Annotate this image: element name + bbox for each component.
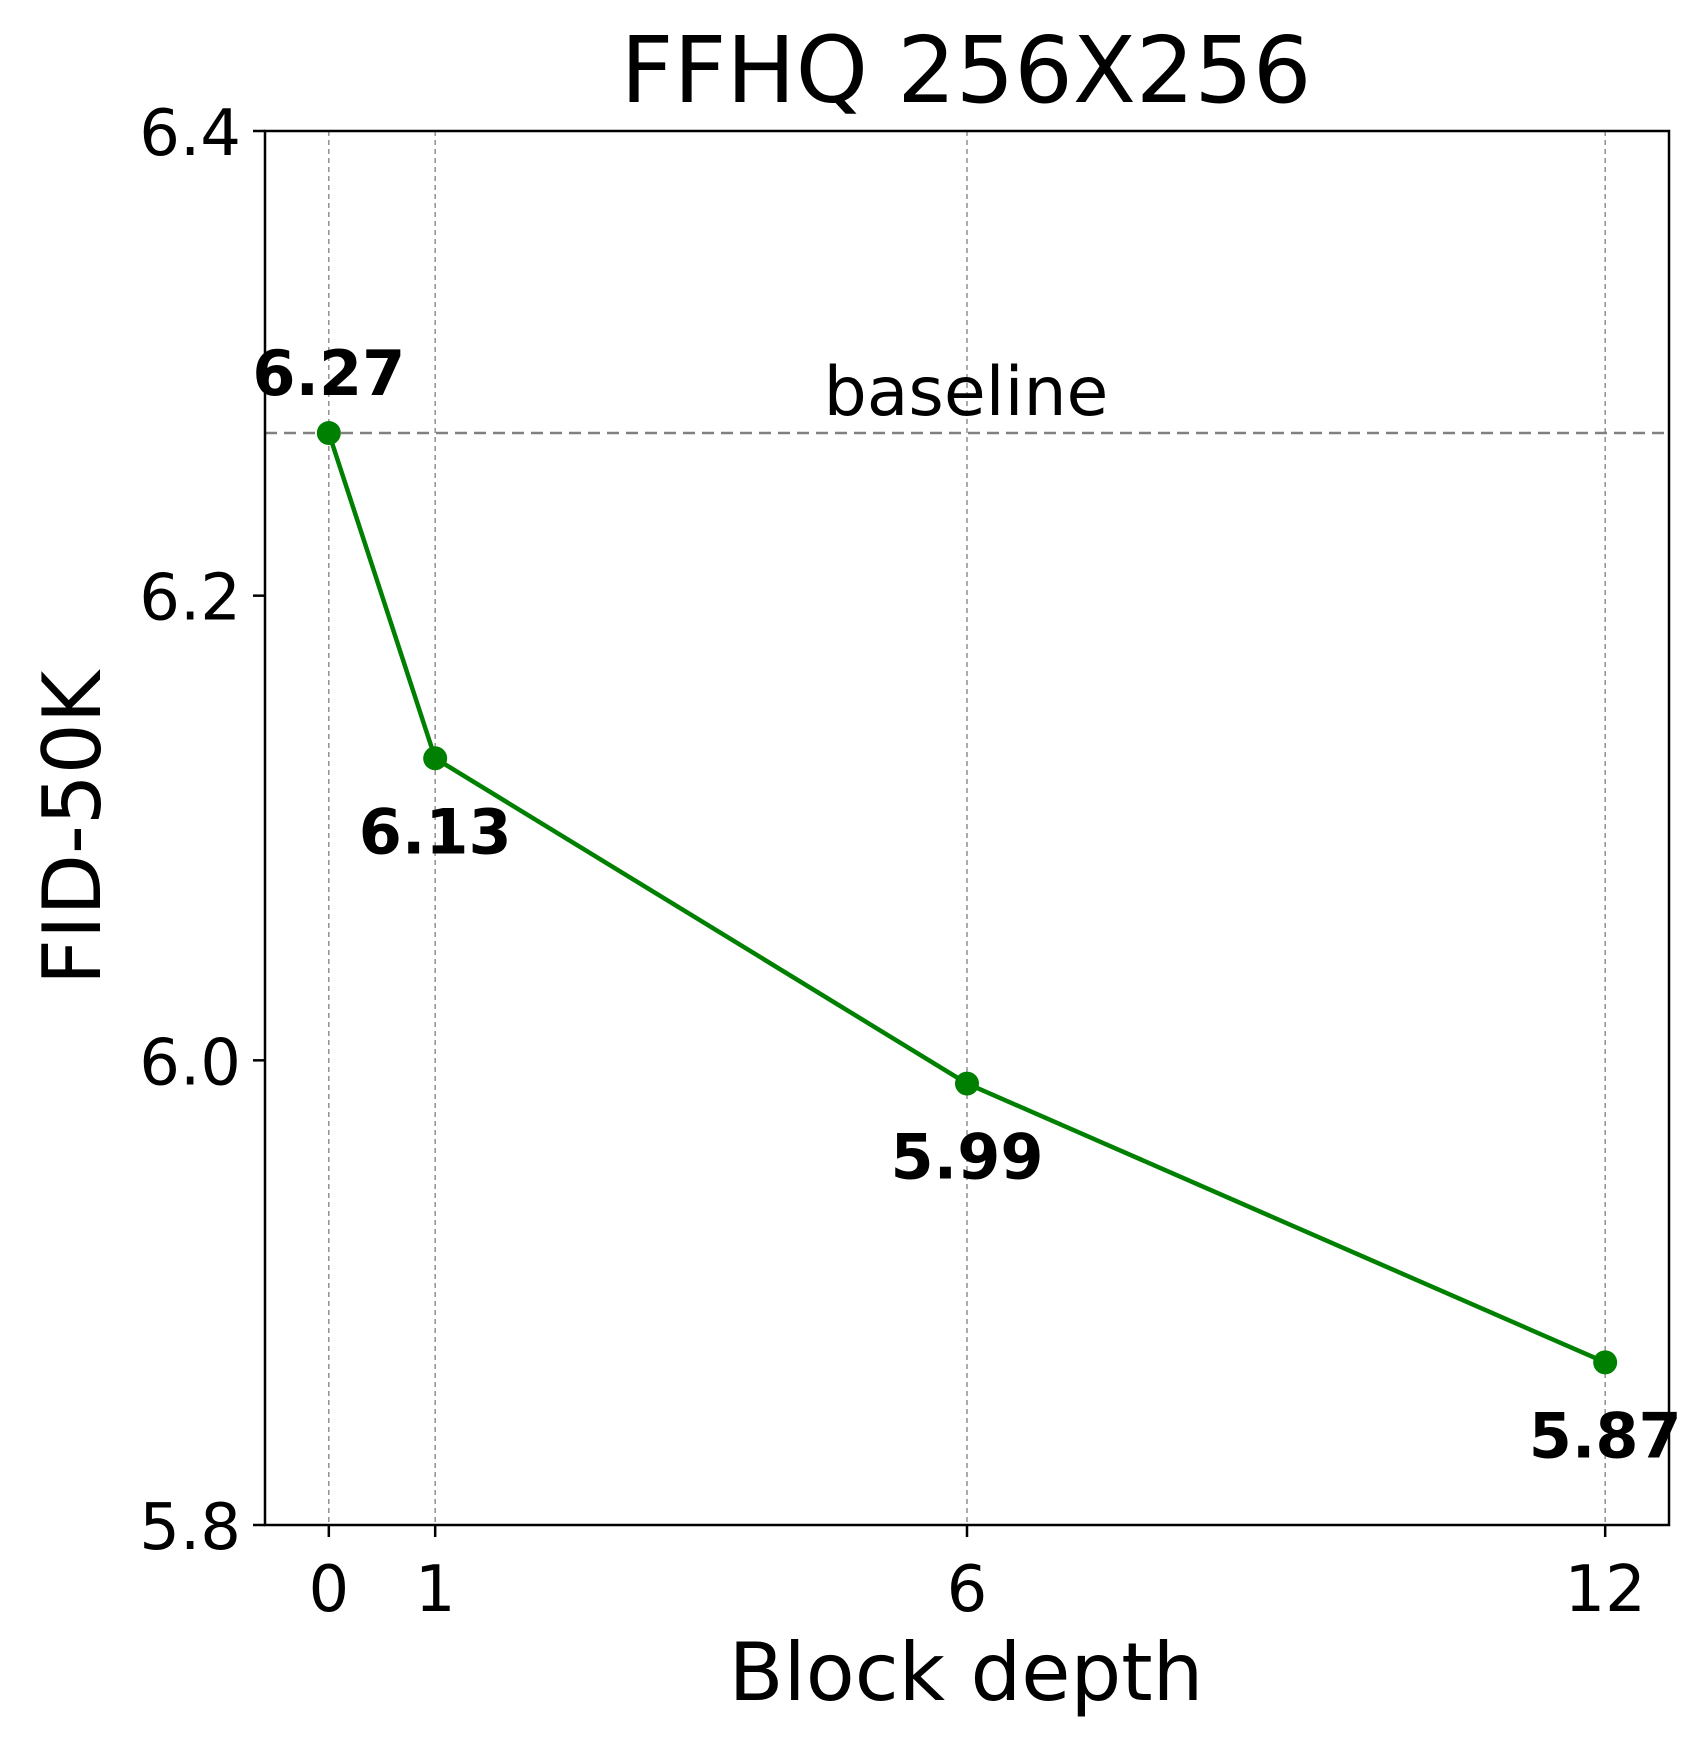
data-point-12 [1593,1350,1618,1375]
y-axis-label: FID-50K [26,668,119,985]
data-series: 6.27 6.13 5.99 5.87 [252,337,1681,1472]
x-axis-label: Block depth [729,1626,1204,1719]
y-tick-label: 6.2 [139,562,241,636]
data-point-6 [955,1071,979,1096]
data-label-0: 6.27 [252,337,405,410]
data-label-1: 6.13 [359,795,512,868]
grid-lines [328,131,1606,1525]
data-point-0 [316,421,341,446]
x-axis: 0 1 6 12 [308,1525,1646,1627]
x-tick-label: 12 [1564,1553,1645,1627]
data-label-12: 5.87 [1529,1399,1682,1472]
data-label-6: 5.99 [891,1121,1044,1194]
y-tick-label: 5.8 [139,1491,241,1565]
x-tick-label: 1 [415,1553,456,1627]
data-point-1 [423,746,448,771]
baseline-label: baseline [824,353,1109,432]
chart-title: FFHQ 256X256 [621,17,1312,124]
y-axis: 5.8 6.0 6.2 6.4 [139,97,265,1565]
y-tick-label: 6.0 [139,1026,241,1100]
x-tick-label: 0 [308,1553,349,1627]
x-tick-label: 6 [947,1553,988,1627]
series-line [326,432,1607,1365]
y-tick-label: 6.4 [139,97,241,171]
